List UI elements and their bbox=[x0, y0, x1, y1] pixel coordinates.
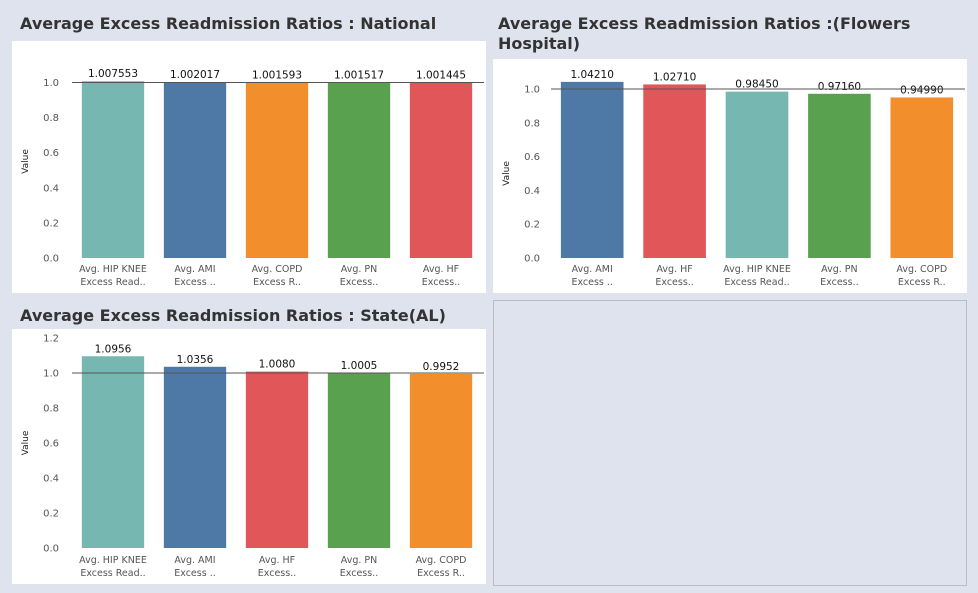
data-label: 1.02710 bbox=[653, 71, 696, 83]
y-tick-label: 0.6 bbox=[43, 439, 59, 450]
data-label: 0.97160 bbox=[818, 81, 861, 93]
x-category-label: Avg. COPD bbox=[416, 555, 467, 566]
x-category-label: Avg. PN bbox=[341, 555, 377, 566]
bar bbox=[163, 82, 227, 258]
bar bbox=[643, 84, 706, 258]
bar bbox=[163, 366, 227, 548]
y-tick-label: 0.0 bbox=[43, 254, 59, 265]
bar bbox=[560, 81, 624, 258]
state-al-bar-chart: Value 0.0 0.2 0.4 0.6 0.8 1.0 1.2 1.0956 Avg. HIP… bbox=[21, 334, 484, 579]
y-tick-label: 0.0 bbox=[524, 254, 540, 265]
x-category-label: Avg. AMI bbox=[572, 264, 613, 275]
bar bbox=[409, 373, 473, 548]
bar bbox=[81, 81, 145, 258]
y-axis-label: Value bbox=[502, 161, 512, 186]
y-tick-label: 0.6 bbox=[43, 148, 59, 159]
national-chart-title: Average Excess Readmission Ratios : Nati… bbox=[20, 14, 437, 33]
bar bbox=[81, 356, 145, 548]
data-label: 1.001517 bbox=[334, 69, 384, 81]
data-label: 1.04210 bbox=[570, 69, 613, 81]
state-al-chart-title: Average Excess Readmission Ratios : Stat… bbox=[20, 306, 446, 325]
data-label: 0.98450 bbox=[735, 79, 778, 91]
y-tick-label: 0.4 bbox=[43, 474, 59, 485]
x-category-label: Avg. PN bbox=[821, 264, 857, 275]
data-label: 1.0356 bbox=[177, 354, 214, 366]
data-label: 0.94990 bbox=[900, 84, 943, 96]
flowers-hospital-chart-title: Average Excess Readmission Ratios :(Flow… bbox=[498, 14, 911, 53]
x-category-label: Excess Read.. bbox=[724, 277, 789, 288]
data-label: 1.0005 bbox=[341, 360, 378, 372]
y-tick-label: 1.0 bbox=[43, 78, 59, 89]
x-category-label: Excess.. bbox=[340, 568, 378, 579]
x-category-label: Excess Read.. bbox=[80, 277, 145, 288]
bar bbox=[808, 93, 871, 259]
x-category-label: Avg. HIP KNEE bbox=[79, 264, 147, 275]
x-category-label: Avg. PN bbox=[341, 264, 377, 275]
bar bbox=[409, 82, 473, 258]
y-tick-label: 0.4 bbox=[43, 183, 59, 194]
bar bbox=[725, 91, 789, 258]
y-tick-label: 0.8 bbox=[524, 118, 540, 129]
x-category-label: Excess.. bbox=[655, 277, 693, 288]
y-tick-label: 1.0 bbox=[524, 85, 540, 96]
national-bar-chart: Value 0.0 0.2 0.4 0.6 0.8 1.0 1.007553 Avg. HIP … bbox=[21, 68, 484, 288]
state-al-chart-panel: Value 0.0 0.2 0.4 0.6 0.8 1.0 1.2 1.0956 Avg. HIP… bbox=[12, 329, 486, 584]
y-tick-label: 1.0 bbox=[43, 369, 59, 380]
y-tick-label: 0.2 bbox=[43, 218, 59, 229]
national-chart-panel: Value 0.0 0.2 0.4 0.6 0.8 1.0 1.007553 Avg. HIP … bbox=[12, 41, 486, 293]
y-tick-label: 0.0 bbox=[43, 544, 59, 555]
x-category-label: Avg. HIP KNEE bbox=[79, 555, 147, 566]
x-category-label: Avg. COPD bbox=[252, 264, 303, 275]
bar bbox=[327, 372, 391, 548]
y-tick-label: 0.6 bbox=[524, 152, 540, 163]
data-label: 1.0080 bbox=[259, 359, 296, 371]
y-tick-label: 1.2 bbox=[43, 334, 59, 345]
bar bbox=[890, 97, 954, 258]
y-axis-label: Value bbox=[21, 430, 31, 455]
x-category-label: Avg. HIP KNEE bbox=[723, 264, 791, 275]
x-category-label: Excess .. bbox=[174, 568, 215, 579]
data-label: 1.007553 bbox=[88, 68, 138, 80]
bar bbox=[245, 82, 309, 258]
x-category-label: Avg. HF bbox=[423, 264, 459, 275]
data-label: 1.001593 bbox=[252, 69, 302, 81]
x-category-label: Excess .. bbox=[571, 277, 612, 288]
y-tick-label: 0.2 bbox=[43, 509, 59, 520]
bar bbox=[327, 82, 391, 258]
x-category-label: Avg. AMI bbox=[174, 264, 215, 275]
flowers-hospital-bar-chart: Value 0.0 0.2 0.4 0.6 0.8 1.0 1.04210 Avg. AMI Ex… bbox=[502, 69, 965, 288]
data-label: 1.001445 bbox=[416, 69, 466, 81]
x-category-label: Excess R.. bbox=[898, 277, 946, 288]
x-category-label: Avg. COPD bbox=[896, 264, 947, 275]
x-category-label: Excess .. bbox=[174, 277, 215, 288]
x-category-label: Avg. HF bbox=[259, 555, 295, 566]
x-category-label: Excess.. bbox=[422, 277, 460, 288]
y-tick-label: 0.2 bbox=[524, 220, 540, 231]
x-category-label: Avg. AMI bbox=[174, 555, 215, 566]
x-category-label: Excess Read.. bbox=[80, 568, 145, 579]
bar bbox=[245, 371, 309, 548]
x-category-label: Excess.. bbox=[820, 277, 858, 288]
data-label: 1.0956 bbox=[95, 343, 132, 355]
x-category-label: Excess R.. bbox=[417, 568, 465, 579]
x-category-label: Excess.. bbox=[258, 568, 296, 579]
data-label: 0.9952 bbox=[423, 361, 460, 373]
y-tick-label: 0.8 bbox=[43, 404, 59, 415]
data-label: 1.002017 bbox=[170, 69, 220, 81]
y-tick-label: 0.8 bbox=[43, 113, 59, 124]
y-tick-label: 0.4 bbox=[524, 186, 540, 197]
x-category-label: Excess R.. bbox=[253, 277, 301, 288]
flowers-hospital-chart-panel: Value 0.0 0.2 0.4 0.6 0.8 1.0 1.04210 Avg. AMI Ex… bbox=[493, 59, 967, 293]
x-category-label: Avg. HF bbox=[656, 264, 692, 275]
y-axis-label: Value bbox=[21, 149, 31, 174]
empty-dashboard-panel bbox=[493, 300, 967, 586]
x-category-label: Excess.. bbox=[340, 277, 378, 288]
